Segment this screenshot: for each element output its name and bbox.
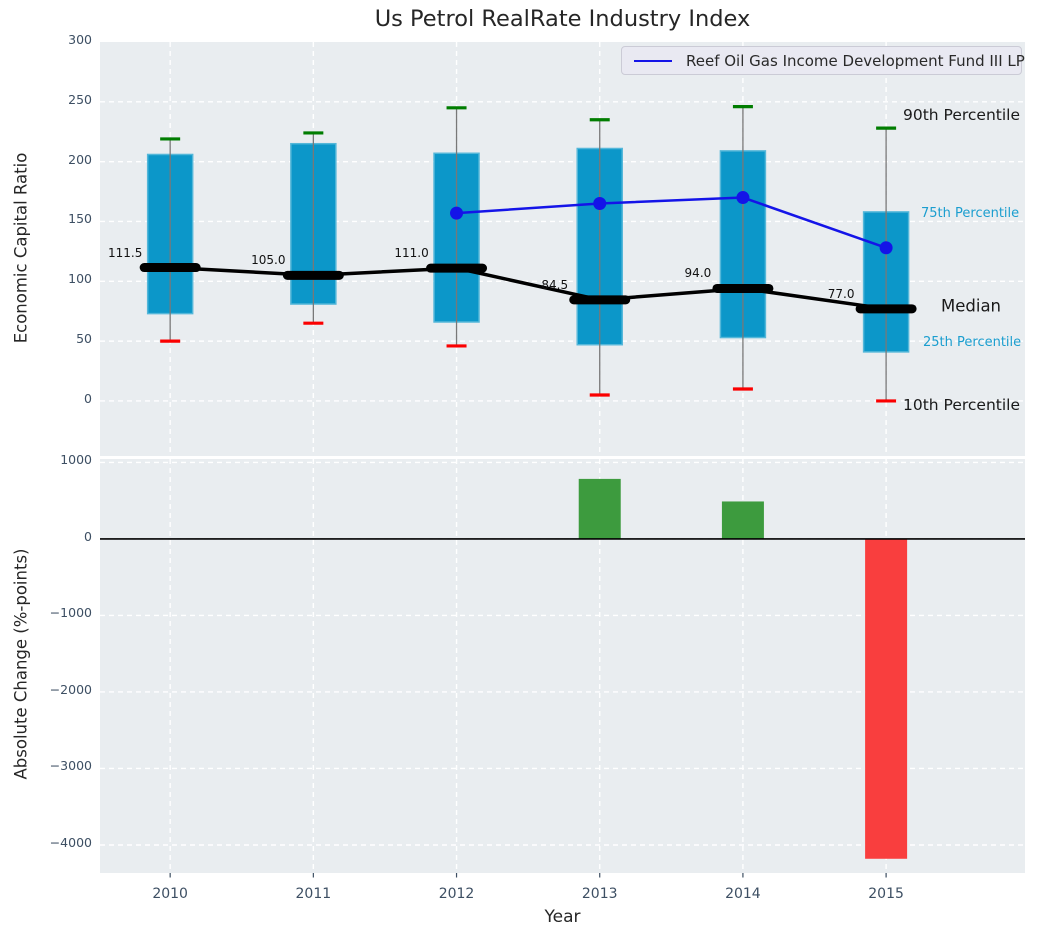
xtick-label: 2014 bbox=[725, 886, 761, 902]
bottom-ytick-label: −1000 bbox=[49, 605, 92, 621]
fund-point-2013 bbox=[593, 197, 607, 211]
top-ytick-label: 50 bbox=[76, 331, 92, 347]
fund-point-2012 bbox=[450, 206, 464, 220]
change-bar-2014 bbox=[721, 501, 764, 539]
x-axis-label: Year bbox=[544, 907, 581, 927]
top-ytick-label: 300 bbox=[68, 32, 92, 47]
bottom-ytick-label: −4000 bbox=[49, 834, 92, 850]
xtick-label: 2012 bbox=[438, 886, 475, 902]
xtick-label: 2013 bbox=[581, 886, 618, 902]
top-ytick-label: 100 bbox=[68, 271, 92, 287]
bottom-ytick-label: 0 bbox=[84, 528, 92, 544]
annotation-25th-percentile: 25th Percentile bbox=[923, 334, 1022, 350]
median-value-label: 111.0 bbox=[394, 246, 429, 261]
annotation-median: Median bbox=[941, 296, 1002, 316]
xtick-label: 2015 bbox=[868, 886, 904, 902]
annotation-10th-percentile: 10th Percentile bbox=[903, 396, 1021, 415]
median-value-label: 77.0 bbox=[827, 286, 855, 301]
median-value-label: 94.0 bbox=[684, 266, 712, 281]
top-ytick-label: 150 bbox=[68, 211, 92, 227]
fund-line bbox=[456, 196, 887, 249]
legend-line-sample bbox=[634, 59, 672, 62]
legend: Reef Oil Gas Income Development Fund III… bbox=[621, 46, 1025, 75]
fund-point-2015 bbox=[879, 241, 893, 255]
median-value-label: 105.0 bbox=[251, 253, 286, 268]
xtick-label: 2011 bbox=[295, 886, 332, 902]
legend-series-label: Reef Oil Gas Income Development Fund III… bbox=[686, 51, 1025, 70]
change-bar-2013 bbox=[578, 478, 621, 539]
bottom-ytick-label: 1000 bbox=[60, 452, 92, 468]
annotation-90th-percentile: 90th Percentile bbox=[903, 106, 1021, 125]
top-ytick-label: 0 bbox=[84, 390, 92, 406]
median-value-label: 84.5 bbox=[541, 277, 569, 292]
top-ytick-label: 200 bbox=[68, 151, 92, 167]
median-value-label: 111.5 bbox=[107, 245, 143, 260]
fund-point-2014 bbox=[736, 191, 750, 205]
bottom-ytick-label: −2000 bbox=[49, 681, 92, 697]
annotation-75th-percentile: 75th Percentile bbox=[921, 206, 1020, 222]
bottom-ytick-label: −3000 bbox=[49, 758, 92, 774]
chart-title: Us Petrol RealRate Industry Index bbox=[374, 6, 751, 32]
change-bar-2015 bbox=[865, 538, 908, 859]
top-ytick-label: 250 bbox=[68, 91, 92, 107]
xtick-label: 2010 bbox=[152, 886, 188, 902]
